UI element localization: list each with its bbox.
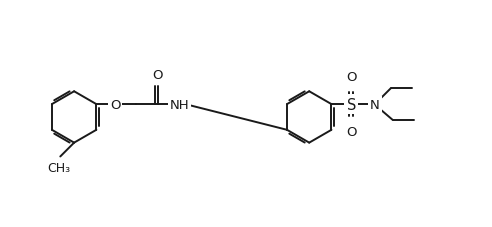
Text: O: O	[346, 71, 357, 84]
Text: O: O	[153, 69, 163, 82]
Text: S: S	[346, 97, 356, 112]
Text: N: N	[370, 98, 380, 111]
Text: CH₃: CH₃	[47, 162, 70, 175]
Text: O: O	[346, 125, 357, 138]
Text: O: O	[110, 98, 121, 111]
Text: NH: NH	[170, 98, 189, 111]
